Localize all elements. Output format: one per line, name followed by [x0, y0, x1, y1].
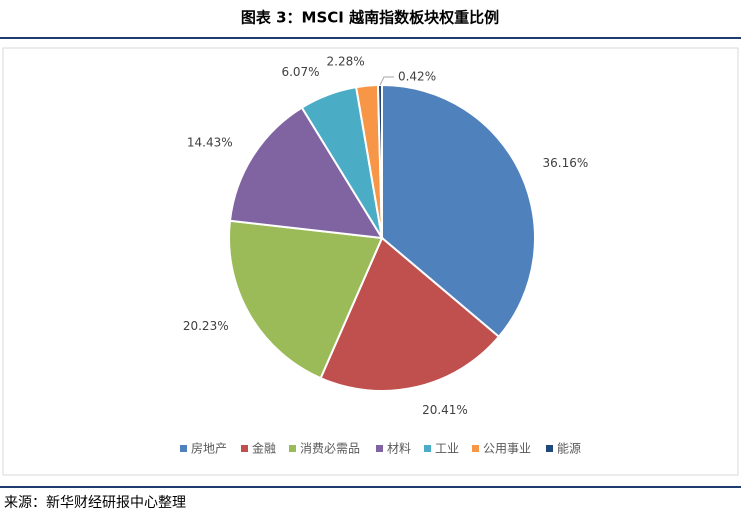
legend-swatch [180, 445, 187, 452]
legend-swatch [472, 445, 479, 452]
legend-swatch [424, 445, 431, 452]
pie-slice [228, 106, 384, 240]
data-label: 14.43% [187, 136, 233, 150]
pie-slice [319, 236, 501, 392]
legend-swatch [241, 445, 248, 452]
leader-line [379, 76, 394, 86]
legend-label: 消费必需品 [300, 442, 360, 456]
data-label: 6.07% [281, 65, 319, 79]
legend-label: 房地产 [191, 441, 227, 456]
legend-swatch [546, 445, 553, 452]
legend-label: 金融 [252, 441, 276, 456]
legend-label: 材料 [387, 442, 411, 456]
chart-title: 图表 3：MSCI 越南指数板块权重比例 [241, 9, 499, 27]
legend-label: 工业 [435, 442, 459, 456]
data-label: 2.28% [327, 54, 365, 68]
source-note: 来源：新华财经研报中心整理 [4, 495, 186, 511]
legend-label: 公用事业 [483, 442, 531, 456]
legend-label: 能源 [557, 442, 581, 456]
legend-swatch [289, 445, 296, 452]
data-label: 36.16% [543, 156, 589, 170]
data-label: 20.41% [422, 403, 468, 417]
data-label: 0.42% [398, 70, 436, 84]
data-label: 20.23% [183, 319, 229, 333]
pie-slice [228, 219, 384, 380]
pie-slice [381, 83, 536, 339]
legend-swatch [376, 445, 383, 452]
